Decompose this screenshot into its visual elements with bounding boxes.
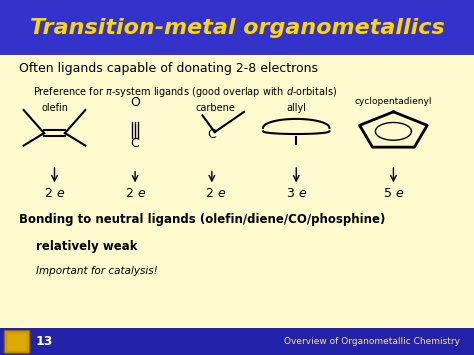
FancyBboxPatch shape — [0, 0, 474, 55]
Text: $3\ e$: $3\ e$ — [286, 187, 307, 200]
Text: Preference for $\pi$-system ligands (good overlap with $\mathit{d}$-orbitals): Preference for $\pi$-system ligands (goo… — [33, 85, 337, 99]
Text: Bonding to neutral ligands (olefin/diene/CO/phosphine): Bonding to neutral ligands (olefin/diene… — [19, 213, 385, 226]
Text: allyl: allyl — [286, 103, 306, 113]
Text: $2\ e$: $2\ e$ — [125, 187, 146, 200]
Text: C: C — [208, 129, 216, 141]
Text: C: C — [131, 137, 139, 150]
Text: Often ligands capable of donating 2-8 electrons: Often ligands capable of donating 2-8 el… — [19, 62, 318, 75]
Text: O: O — [130, 97, 140, 109]
Text: Important for catalysis!: Important for catalysis! — [36, 266, 157, 275]
Text: $2\ e$: $2\ e$ — [44, 187, 65, 200]
Text: $2\ e$: $2\ e$ — [205, 187, 226, 200]
Text: olefin: olefin — [41, 103, 68, 113]
FancyBboxPatch shape — [0, 328, 474, 355]
Text: relatively weak: relatively weak — [36, 240, 137, 253]
Text: Transition-metal organometallics: Transition-metal organometallics — [29, 17, 444, 38]
Text: cyclopentadienyl: cyclopentadienyl — [355, 97, 432, 106]
FancyBboxPatch shape — [4, 331, 30, 353]
Text: $5\ e$: $5\ e$ — [383, 187, 404, 200]
Text: Overview of Organometallic Chemistry: Overview of Organometallic Chemistry — [284, 337, 460, 346]
FancyBboxPatch shape — [8, 333, 27, 351]
Text: carbene: carbene — [196, 103, 236, 113]
Text: 13: 13 — [36, 335, 53, 348]
